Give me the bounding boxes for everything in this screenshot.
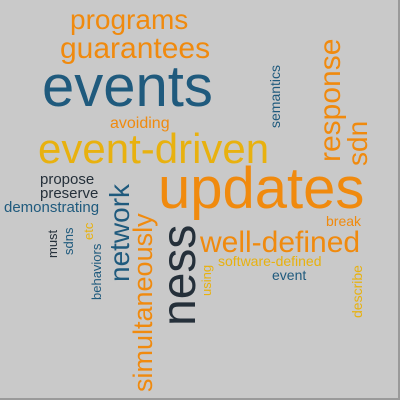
word-ness: ness: [153, 224, 206, 326]
word-demonstrating: demonstrating: [4, 199, 100, 216]
word-sdns: sdns: [61, 227, 76, 255]
word-etc: etc: [81, 222, 96, 240]
word-preserve: preserve: [40, 185, 99, 202]
word-guarantees: guarantees: [60, 32, 211, 65]
word-well-defined: well-defined: [200, 226, 361, 259]
word-avoiding: avoiding: [110, 115, 170, 132]
word-semantics: semantics: [267, 64, 283, 128]
word-updates: updates: [158, 156, 365, 221]
word-break: break: [326, 213, 362, 229]
word-event: event: [272, 267, 307, 283]
word-must: must: [45, 229, 60, 258]
word-describe: describe: [349, 265, 365, 318]
word-software-defined: software-defined: [218, 253, 322, 269]
word-propose: propose: [40, 171, 95, 188]
word-behaviors: behaviors: [89, 243, 104, 300]
word-programs: programs: [70, 4, 189, 35]
word-events: events: [42, 54, 213, 119]
word-event-driven: event-driven: [38, 125, 270, 172]
word-using: using: [199, 264, 214, 296]
